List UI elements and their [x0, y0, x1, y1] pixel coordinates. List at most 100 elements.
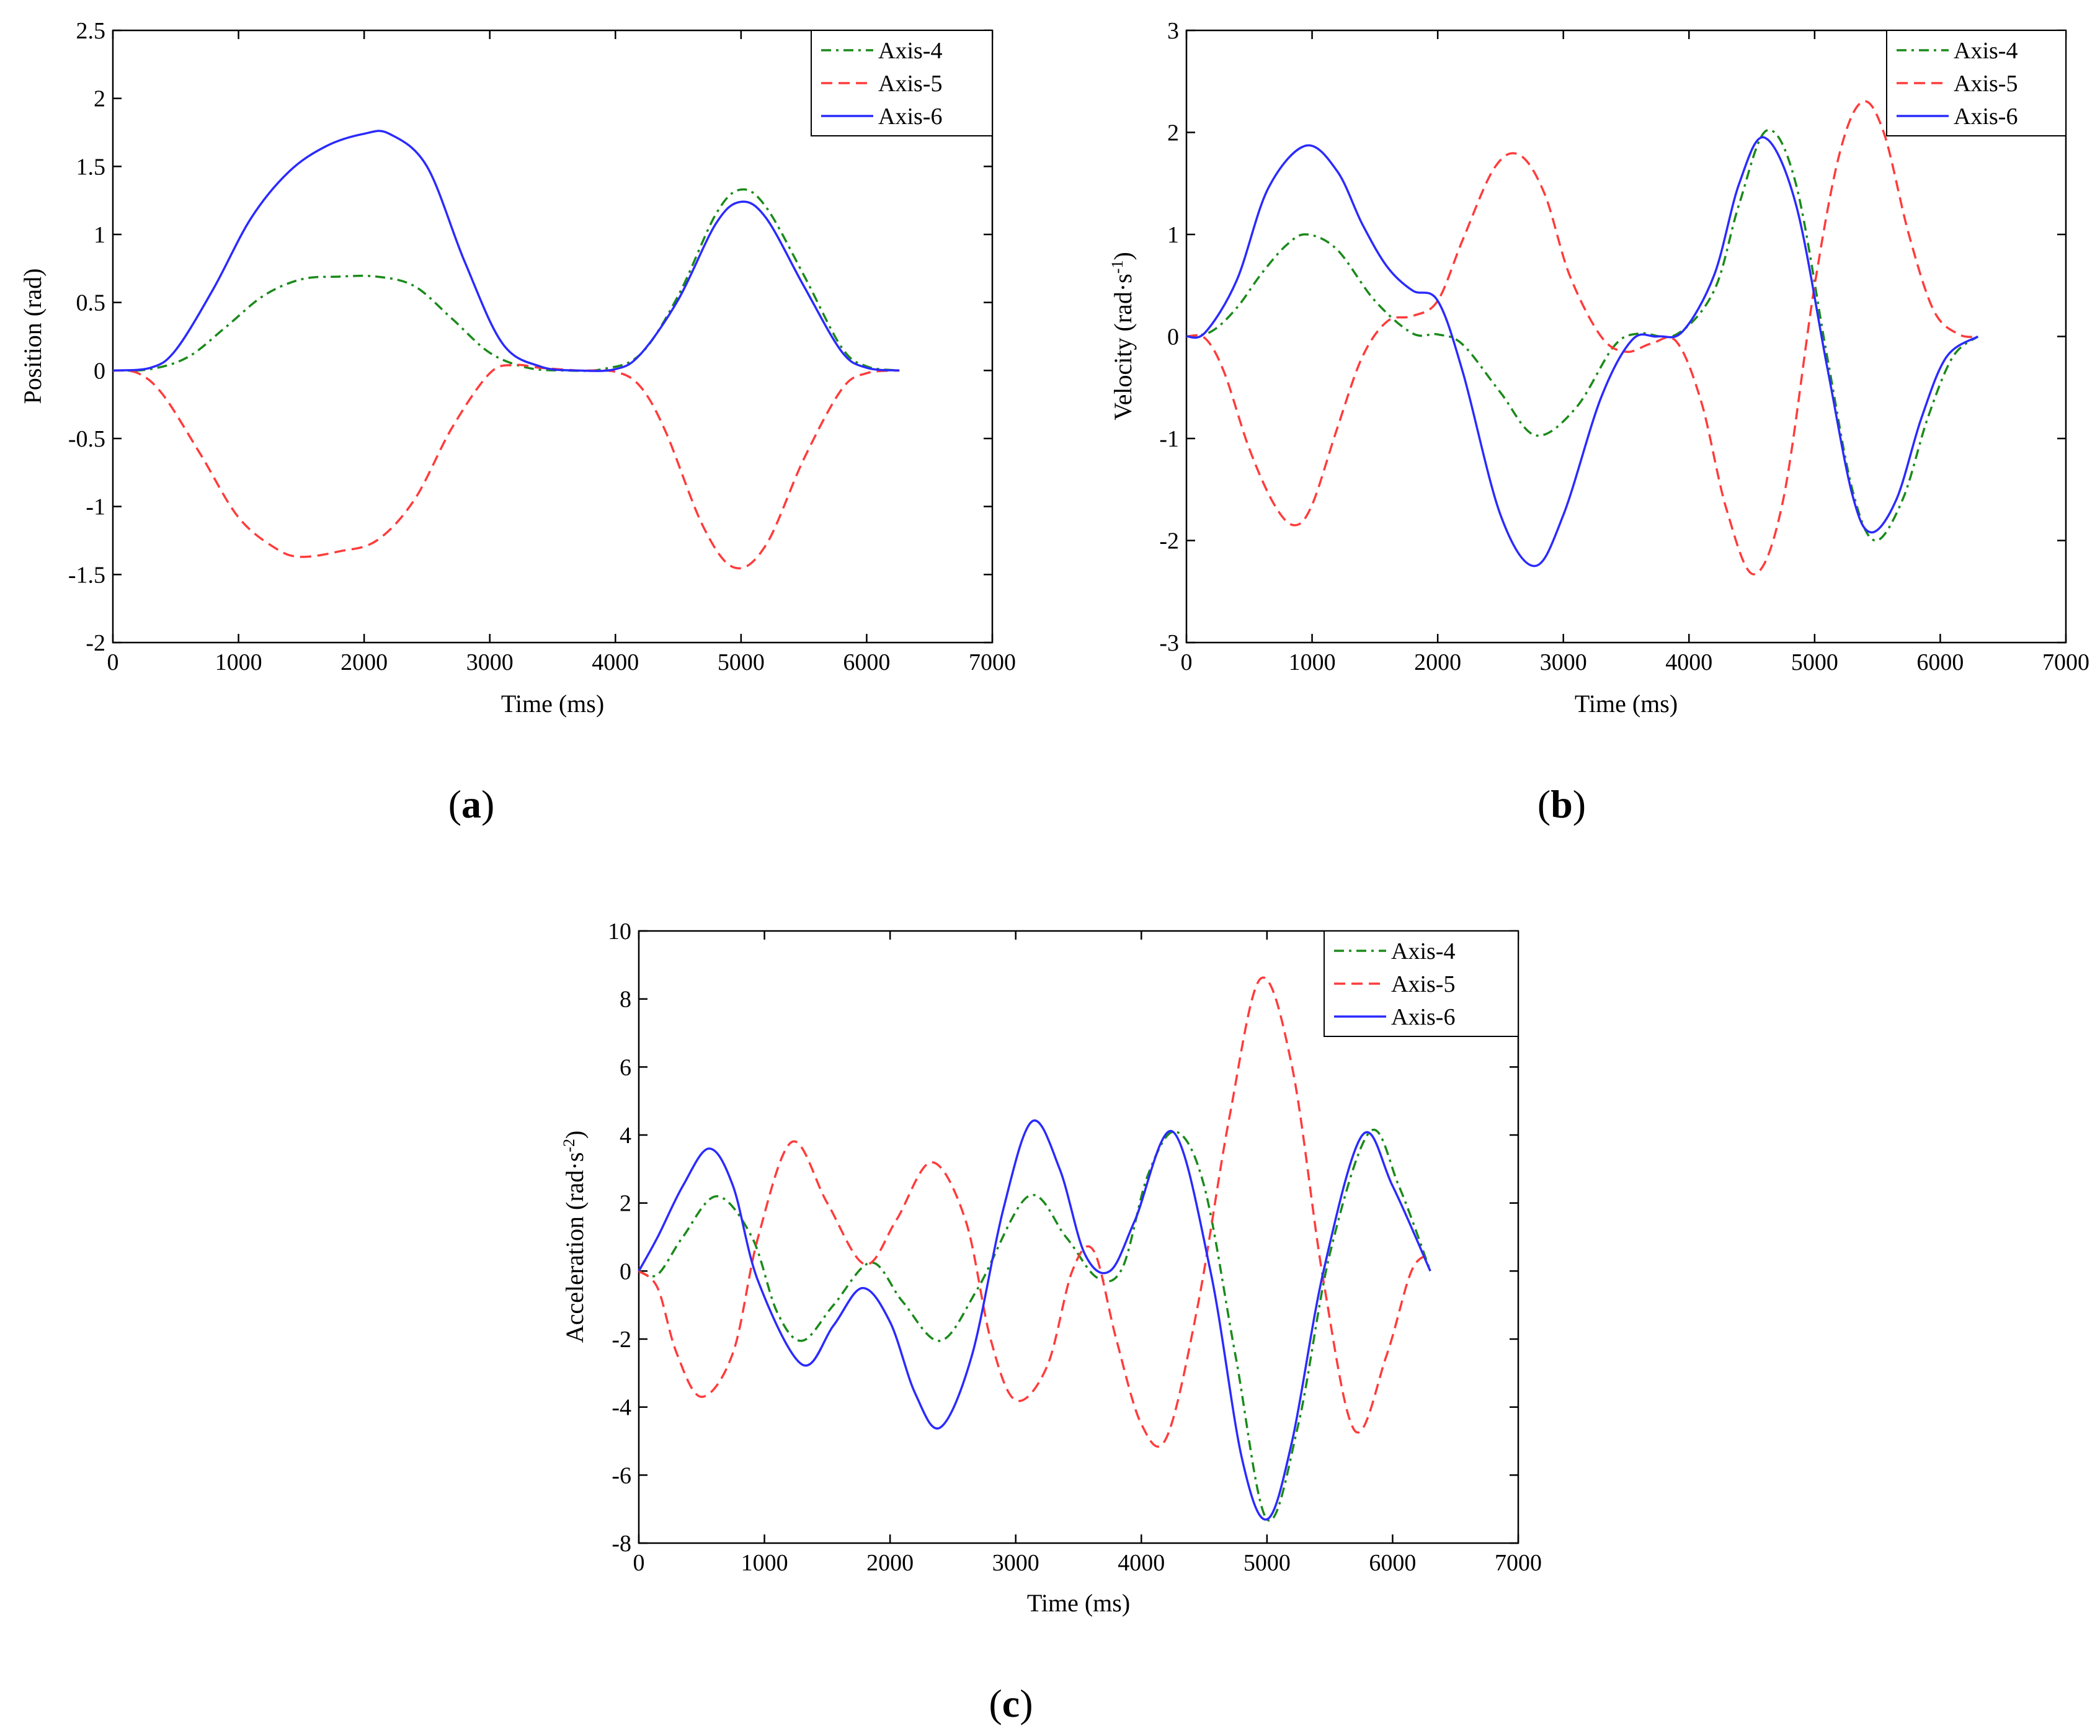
series-line-axis-6	[1186, 136, 1979, 568]
legend-label: Axis-6	[878, 104, 942, 130]
y-tick-label: 1	[1167, 222, 1179, 248]
x-tick-label: 2000	[1414, 649, 1461, 675]
x-tick-label: 3000	[992, 1550, 1039, 1576]
x-tick-label: 1000	[215, 649, 262, 675]
y-tick-label: -8	[612, 1531, 631, 1557]
y-tick-label: 0	[1167, 324, 1179, 350]
series-line-axis-5	[112, 363, 900, 570]
y-tick-label: -2	[86, 630, 105, 656]
plot-frame	[112, 29, 994, 644]
y-tick-label: 10	[608, 919, 631, 945]
legend: Axis-4 Axis-5 Axis-6	[1886, 30, 2067, 136]
y-tick-label: -4	[612, 1395, 631, 1421]
legend-label: Axis-4	[878, 38, 942, 64]
series-lines	[1186, 100, 1979, 576]
legend-label: Axis-5	[1954, 71, 2018, 97]
y-axis-label-end: )	[561, 1131, 589, 1139]
panel-b-velocity-chart: 0 1000 2000 3000 4000 5000 6000 7000 -3 -2 -1 0 1 2 3…	[1108, 18, 2089, 826]
x-tick-label: 4000	[592, 649, 639, 675]
x-tick-label: 3000	[1540, 649, 1587, 675]
y-tick-label: 6	[620, 1054, 631, 1080]
y-axis-label: Velocity (rad·s-1)	[1108, 252, 1137, 421]
x-tick-label: 4000	[1118, 1550, 1165, 1576]
panel-label-c: (c)	[989, 1681, 1033, 1725]
y-tick-label: 0.5	[76, 290, 106, 316]
x-tick-label: 3000	[466, 649, 514, 675]
series-line-axis-6	[112, 130, 900, 372]
legend-label: Axis-6	[1954, 104, 2018, 130]
panel-c-acceleration-chart: 0 1000 2000 3000 4000 5000 6000 7000 -8 -6 -4 -2 0 2…	[560, 919, 1542, 1725]
y-tick-label: -0.5	[68, 426, 105, 452]
y-axis-ticks: -8 -6 -4 -2 0 2 4 6 8 10	[608, 919, 1518, 1557]
series-line-axis-4	[112, 188, 900, 372]
legend-label: Axis-6	[1391, 1004, 1455, 1030]
y-tick-label: -1	[86, 494, 105, 520]
plot-frame	[638, 930, 1519, 1544]
x-tick-label: 7000	[1495, 1550, 1542, 1576]
x-axis-ticks: 0 1000 2000 3000 4000 5000 6000 7000	[107, 30, 1016, 675]
y-axis-label: Position (rad)	[19, 269, 47, 404]
legend-label: Axis-5	[1391, 971, 1455, 997]
series-lines	[638, 976, 1431, 1522]
legend-label: Axis-5	[878, 71, 942, 97]
y-tick-label: 8	[620, 987, 631, 1013]
legend-label: Axis-4	[1391, 938, 1455, 964]
series-line-axis-6	[638, 1119, 1431, 1521]
y-tick-label: 3	[1167, 18, 1179, 44]
y-axis-label-end: )	[1109, 252, 1137, 260]
x-tick-label: 1000	[741, 1550, 788, 1576]
y-axis-label-sup: -2	[560, 1139, 578, 1152]
x-tick-label: 5000	[1244, 1550, 1291, 1576]
y-tick-label: -1	[1159, 426, 1179, 452]
x-tick-label: 0	[1181, 649, 1193, 675]
series-line-axis-5	[1186, 100, 1978, 576]
x-tick-label: 1000	[1289, 649, 1336, 675]
y-axis-label-main: Velocity (rad·s	[1109, 274, 1137, 421]
y-tick-label: 0	[94, 358, 105, 384]
panel-label-a: (a)	[448, 782, 495, 826]
y-tick-label: -2	[612, 1327, 631, 1353]
legend-label: Axis-4	[1954, 38, 2018, 64]
x-tick-label: 7000	[969, 649, 1016, 675]
x-tick-label: 6000	[843, 649, 890, 675]
y-tick-label: -3	[1159, 630, 1179, 656]
panel-label-b: (b)	[1537, 782, 1586, 826]
y-tick-label: 2.5	[76, 18, 106, 44]
x-tick-label: 5000	[718, 649, 765, 675]
y-tick-label: 4	[620, 1123, 631, 1149]
legend: Axis-4 Axis-5 Axis-6	[1324, 930, 1519, 1037]
x-axis-ticks: 0 1000 2000 3000 4000 5000 6000 7000	[1181, 30, 2089, 675]
x-tick-label: 2000	[340, 649, 388, 675]
x-tick-label: 2000	[866, 1550, 914, 1576]
series-line-axis-4	[638, 1128, 1431, 1522]
x-axis-label: Time (ms)	[501, 690, 604, 718]
x-tick-label: 0	[633, 1550, 645, 1576]
y-axis-label-main: Acceleration (rad·s	[561, 1152, 589, 1343]
y-tick-label: 2	[94, 86, 105, 112]
panel-a-position-chart: 0 1000 2000 3000 4000 5000 6000 7000 -2 -1.5 -1 -0…	[19, 18, 1016, 826]
y-tick-label: 2	[1167, 120, 1179, 146]
x-tick-label: 6000	[1916, 649, 1964, 675]
series-line-axis-4	[1186, 128, 1979, 542]
series-lines	[112, 130, 900, 570]
x-axis-label: Time (ms)	[1027, 1589, 1130, 1617]
y-tick-label: 2	[620, 1191, 631, 1217]
y-axis-label-sup: -1	[1108, 260, 1126, 274]
x-axis-label: Time (ms)	[1575, 690, 1678, 718]
y-tick-label: -6	[612, 1462, 631, 1489]
x-tick-label: 6000	[1369, 1550, 1416, 1576]
x-tick-label: 4000	[1665, 649, 1712, 675]
y-tick-label: 0	[620, 1258, 631, 1284]
x-tick-label: 5000	[1791, 649, 1838, 675]
x-axis-ticks: 0 1000 2000 3000 4000 5000 6000 7000	[633, 931, 1542, 1576]
y-axis-ticks: -2 -1.5 -1 -0.5 0 0.5 1 1.5 2 2.5	[68, 18, 992, 656]
x-tick-label: 7000	[2042, 649, 2089, 675]
x-tick-label: 0	[107, 649, 119, 675]
legend: Axis-4 Axis-5 Axis-6	[811, 30, 993, 136]
y-tick-label: -1.5	[68, 562, 105, 588]
y-axis-label: Acceleration (rad·s-2)	[560, 1131, 589, 1343]
series-line-axis-5	[638, 976, 1431, 1448]
y-tick-label: 1.5	[76, 154, 106, 180]
y-tick-label: -2	[1159, 528, 1179, 554]
